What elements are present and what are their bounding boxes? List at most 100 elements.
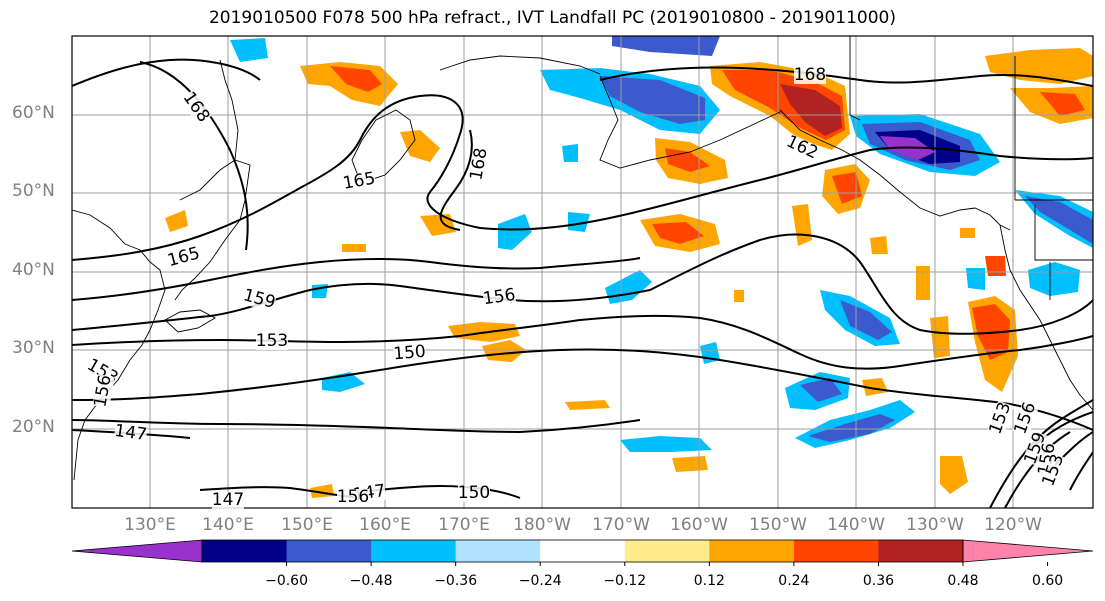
contour-label-bg xyxy=(337,489,369,506)
map-frame xyxy=(71,35,1094,509)
pos-region xyxy=(652,222,704,244)
contour-label: 147 xyxy=(212,490,244,510)
contour-label: 156 xyxy=(482,285,517,309)
contour-label-bg xyxy=(1012,400,1040,437)
pos-region xyxy=(672,456,708,472)
lon-label: 140°W xyxy=(827,515,885,535)
pos-region xyxy=(1040,92,1085,116)
lon-label: 130°W xyxy=(906,515,964,535)
contour-label: 156 xyxy=(337,487,369,507)
pos-region xyxy=(482,340,526,362)
contour-label-bg xyxy=(241,287,277,313)
colorbar-tick-label: 0.24 xyxy=(778,573,810,589)
contour-label: 168 xyxy=(466,146,491,181)
neg-region xyxy=(808,414,895,442)
contour-label: 147 xyxy=(113,421,148,445)
gridlines xyxy=(72,36,1093,508)
contour-label: 150 xyxy=(458,483,490,503)
contour-label: 168 xyxy=(179,88,214,126)
contour-label-bg xyxy=(468,146,491,182)
colorbar-tick-label: 0.60 xyxy=(1031,573,1064,589)
pos-region xyxy=(342,244,366,252)
neg-region xyxy=(700,342,720,364)
colorbar-outline xyxy=(201,539,964,563)
colorbar-segment xyxy=(455,540,541,562)
neg-region xyxy=(600,76,705,124)
lat-label: 20°N xyxy=(12,417,55,437)
lon-label: 170°W xyxy=(592,515,650,535)
pos-region xyxy=(832,172,862,204)
lat-label: 30°N xyxy=(12,338,55,358)
contour-label-bg xyxy=(794,67,826,84)
colorbar-segment xyxy=(793,540,879,562)
colorbar xyxy=(71,539,1094,566)
colorbar-arrow-right xyxy=(962,539,1094,563)
colorbar-tick-label: −0.60 xyxy=(265,573,308,589)
colorbar-tick-label: 0.48 xyxy=(947,573,979,589)
neg-region xyxy=(840,300,892,340)
contours xyxy=(72,58,1093,508)
lon-label: 180°W xyxy=(513,515,571,535)
pos-region xyxy=(930,316,950,358)
neg-region xyxy=(230,38,268,62)
lon-label: 140°E xyxy=(202,515,254,535)
map-title: 2019010500 F078 500 hPa refract., IVT La… xyxy=(208,8,896,28)
contour-label-bg xyxy=(458,485,490,502)
neg-region xyxy=(612,36,720,56)
colorbar-arrow-left xyxy=(71,539,203,563)
neg-region xyxy=(562,144,578,162)
colorbar-segment xyxy=(709,540,795,562)
neg-region xyxy=(800,378,842,402)
lat-label: 60°N xyxy=(12,103,55,123)
neg-region xyxy=(498,214,532,250)
neg-region xyxy=(966,268,985,290)
lat-label: 50°N xyxy=(12,181,55,201)
neg-region xyxy=(312,284,328,298)
pos-region xyxy=(862,378,888,396)
colorbar-segment xyxy=(286,540,372,562)
colorbar-tick-label: −0.24 xyxy=(518,573,562,589)
pos-region xyxy=(734,290,744,302)
colorbar-tick-label: −0.12 xyxy=(603,573,647,589)
contour-label-bg xyxy=(256,333,288,350)
lon-label: 160°E xyxy=(359,515,411,535)
neg-region xyxy=(1025,196,1093,244)
colorbar-segment xyxy=(202,540,288,562)
pos-region xyxy=(420,214,456,236)
pos-region xyxy=(400,130,440,162)
colorbar-tick-label: −0.36 xyxy=(434,573,478,589)
contour-label-bg xyxy=(92,373,115,409)
colorbar-tick-label: 0.12 xyxy=(693,573,725,589)
lon-label: 150°W xyxy=(749,515,807,535)
contour-label: 165 xyxy=(165,243,202,271)
colorbar-segment xyxy=(624,540,710,562)
contour-label: 153 xyxy=(985,400,1015,437)
contour-label-bg xyxy=(1040,452,1068,489)
lon-label: 120°W xyxy=(984,515,1042,535)
contour-label-bg xyxy=(783,133,820,163)
neg-region xyxy=(568,212,590,232)
contour-label: 153 xyxy=(256,331,288,351)
colorbar-tick-label: 0.36 xyxy=(862,573,895,589)
pos-region xyxy=(870,236,888,254)
colorbar-segment xyxy=(540,540,626,562)
contour-label: 165 xyxy=(341,168,376,193)
pos-region xyxy=(972,304,1010,360)
contour-label-bg xyxy=(212,492,244,509)
contour-label-bg xyxy=(341,170,377,193)
lon-label: 160°W xyxy=(670,515,728,535)
contour-label: 156 xyxy=(90,373,115,408)
colorbar-segment xyxy=(878,540,964,562)
neg-region xyxy=(620,436,712,452)
pos-region xyxy=(960,228,975,238)
contour-label-bg xyxy=(987,400,1015,437)
contour-label-bg xyxy=(1022,430,1050,467)
contour-label: 168 xyxy=(794,65,826,85)
lon-label: 130°E xyxy=(124,515,176,535)
lat-label: 40°N xyxy=(12,260,55,280)
coastlines xyxy=(72,36,1093,481)
contour-label-bg xyxy=(179,89,212,126)
pos-region xyxy=(792,204,812,246)
